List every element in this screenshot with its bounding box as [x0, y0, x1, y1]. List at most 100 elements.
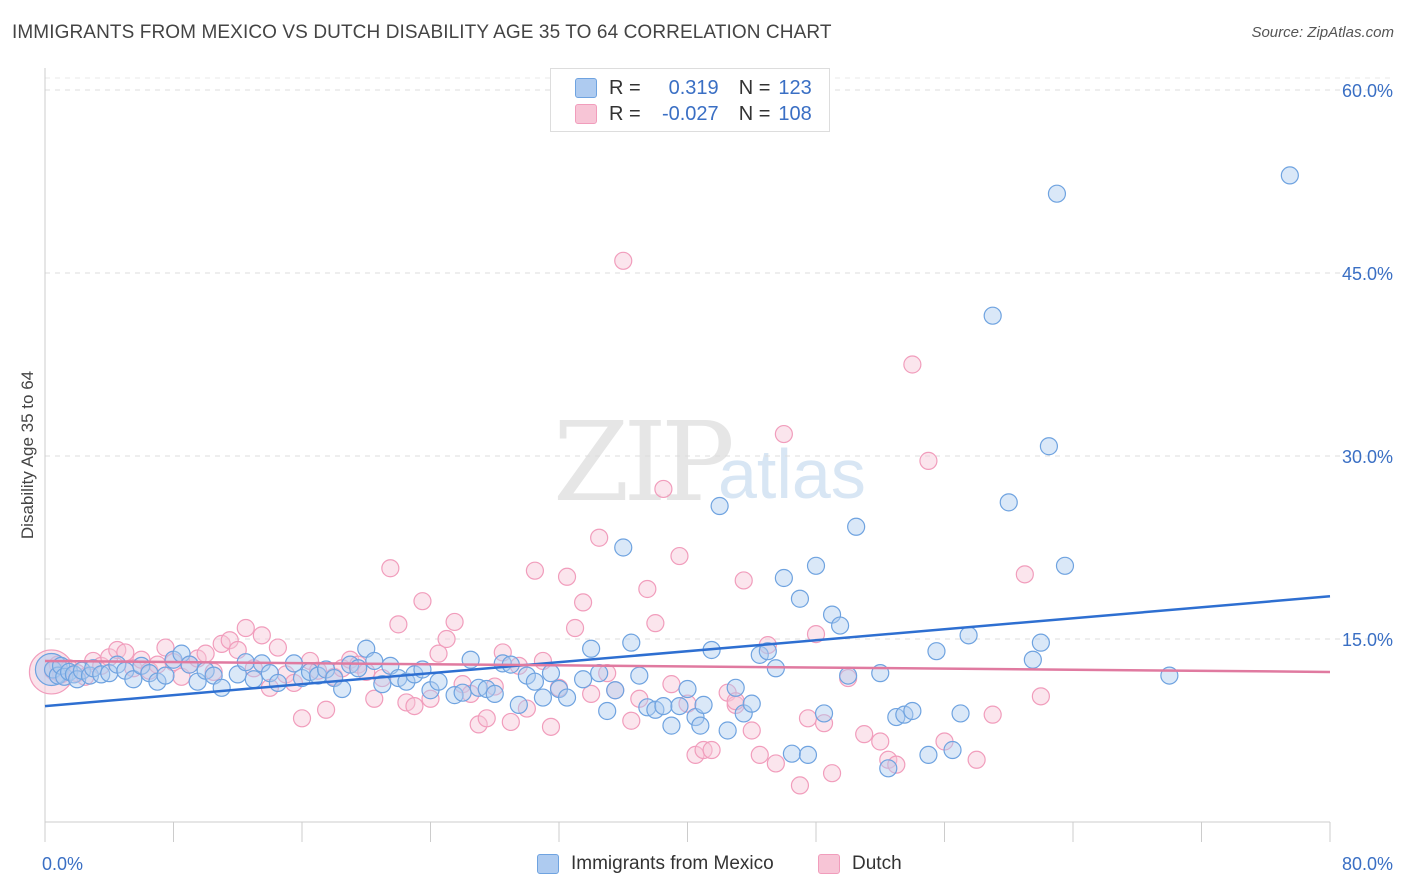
scatter-point-mexico: [951, 704, 970, 723]
scatter-point-dutch: [236, 618, 255, 638]
tick-labels: 15.0% 30.0% 45.0% 60.0% 0.0% 80.0%: [42, 81, 1393, 874]
scatter-point-dutch: [766, 754, 785, 773]
scatter-point-mexico: [694, 695, 713, 714]
scatter-point-mexico: [509, 695, 528, 714]
scatter-point-mexico: [573, 670, 593, 689]
scatter-point-mexico: [630, 666, 649, 685]
scatter-point-dutch: [774, 424, 793, 444]
scatter-point-mexico: [830, 616, 850, 635]
x-tick-label: 80.0%: [1342, 854, 1393, 874]
scatter-point-dutch: [622, 711, 641, 730]
scatter-point-mexico: [879, 759, 898, 778]
bottom-legend-label-mexico: Immigrants from Mexico: [571, 853, 774, 874]
scatter-point-mexico: [814, 704, 834, 723]
scatter-point-dutch: [405, 696, 424, 716]
scatter-point-mexico: [678, 679, 697, 699]
scatter-point-mexico: [798, 745, 818, 765]
scatter-point-mexico: [903, 701, 922, 721]
scatter-point-mexico: [670, 696, 689, 716]
scatter-point-mexico: [557, 688, 577, 707]
scatter-point-dutch: [806, 625, 826, 644]
scatter-point-mexico: [1031, 633, 1050, 652]
scatter-point-dutch: [525, 561, 545, 580]
legend-r-value-dutch: -0.027: [661, 102, 719, 125]
trend-lines: [44, 595, 1331, 708]
scatter-point-dutch: [557, 567, 577, 586]
scatter-point-dutch: [292, 709, 312, 728]
scatter-point-mexico: [999, 493, 1018, 512]
scatter-point-dutch: [252, 626, 271, 645]
scatter-point-dutch: [919, 451, 938, 470]
y-tick-label: 30.0%: [1342, 447, 1393, 467]
scatter-point-mexico: [654, 696, 673, 716]
legend: R = 0.319 N = 123 R = -0.027 N = 108: [550, 68, 830, 132]
watermark-atlas: atlas: [718, 435, 866, 513]
scatter-point-mexico: [533, 688, 553, 707]
legend-row-mexico: R = 0.319 N = 123: [575, 76, 812, 100]
scatter-point-mexico: [453, 683, 472, 702]
y-tick-label: 45.0%: [1342, 264, 1393, 284]
scatter-point-mexico: [806, 556, 826, 575]
scatter-point-dutch: [750, 745, 769, 765]
scatter-point-dutch: [654, 479, 673, 499]
scatter-point-mexico: [726, 678, 745, 697]
scatter-point-mexico: [48, 666, 67, 685]
scatter-point-mexico: [710, 496, 729, 516]
scatter-point-mexico: [919, 745, 938, 765]
scatter-point-dutch: [541, 717, 561, 736]
scatter-point-dutch: [903, 355, 922, 374]
y-tick-label: 60.0%: [1342, 81, 1393, 101]
scatter-point-dutch: [445, 612, 464, 632]
scatter-point-mexico: [124, 670, 143, 689]
scatter-point-dutch: [871, 732, 890, 751]
scatter-point-dutch: [501, 712, 520, 732]
legend-row-dutch: R = -0.027 N = 108: [575, 102, 812, 126]
bottom-legend-mexico: Immigrants from Mexico: [537, 852, 774, 876]
scatter-point-mexico: [180, 655, 199, 674]
bottom-legend-label-dutch: Dutch: [852, 853, 902, 874]
legend-swatch-mexico: [575, 78, 597, 98]
scatter-point-mexico: [1280, 166, 1299, 185]
scatter-point-mexico: [156, 666, 175, 685]
watermark-zip: ZIP: [553, 398, 735, 526]
legend-n-label: N =: [738, 102, 771, 125]
scatter-point-mexico: [718, 721, 737, 740]
scatter-point-dutch: [638, 579, 657, 599]
scatter-point-dutch: [855, 725, 874, 744]
scatter-point-dutch: [429, 644, 448, 663]
axes: [44, 68, 1331, 842]
scatter-point-mexico: [614, 538, 633, 557]
legend-n-value-dutch: 108: [778, 102, 812, 125]
trend-line-mexico: [44, 595, 1331, 708]
scatter-point-dutch: [1031, 687, 1050, 706]
scatter-point-mexico: [959, 626, 978, 645]
x-tick-label: 0.0%: [42, 854, 83, 874]
scatter-point-mexico: [525, 672, 545, 691]
scatter-point-dutch: [582, 684, 601, 704]
scatter-point-dutch: [316, 700, 336, 719]
scatter-point-dutch: [437, 629, 456, 649]
y-tick-label: 15.0%: [1342, 630, 1393, 650]
scatter-point-dutch: [967, 750, 986, 769]
scatter-point-dutch: [814, 714, 834, 733]
chart-title: IMMIGRANTS FROM MEXICO VS DUTCH DISABILI…: [12, 22, 832, 43]
legend-swatch-dutch: [575, 104, 597, 124]
scatter-point-mexico: [365, 651, 384, 671]
scatter-point-mexico: [244, 670, 263, 689]
scatter-point-mexico: [582, 639, 601, 658]
scatter-point-mexico: [662, 716, 681, 735]
scatter-point-mexico: [541, 664, 561, 683]
scatter-point-dutch: [196, 644, 215, 663]
scatter-point-mexico: [839, 666, 858, 685]
scatter-point-dutch: [734, 571, 753, 590]
scatter-point-mexico: [782, 744, 802, 763]
scatter-point-dutch: [477, 709, 496, 728]
scatter-point-mexico: [349, 659, 368, 678]
scatter-point-dutch: [702, 740, 721, 760]
scatter-point-mexico: [212, 678, 231, 697]
scatter-point-dutch: [798, 709, 818, 728]
scatter-point-mexico: [429, 672, 448, 691]
scatter-point-mexico: [774, 568, 793, 588]
scatter-point-mexico: [758, 642, 777, 661]
